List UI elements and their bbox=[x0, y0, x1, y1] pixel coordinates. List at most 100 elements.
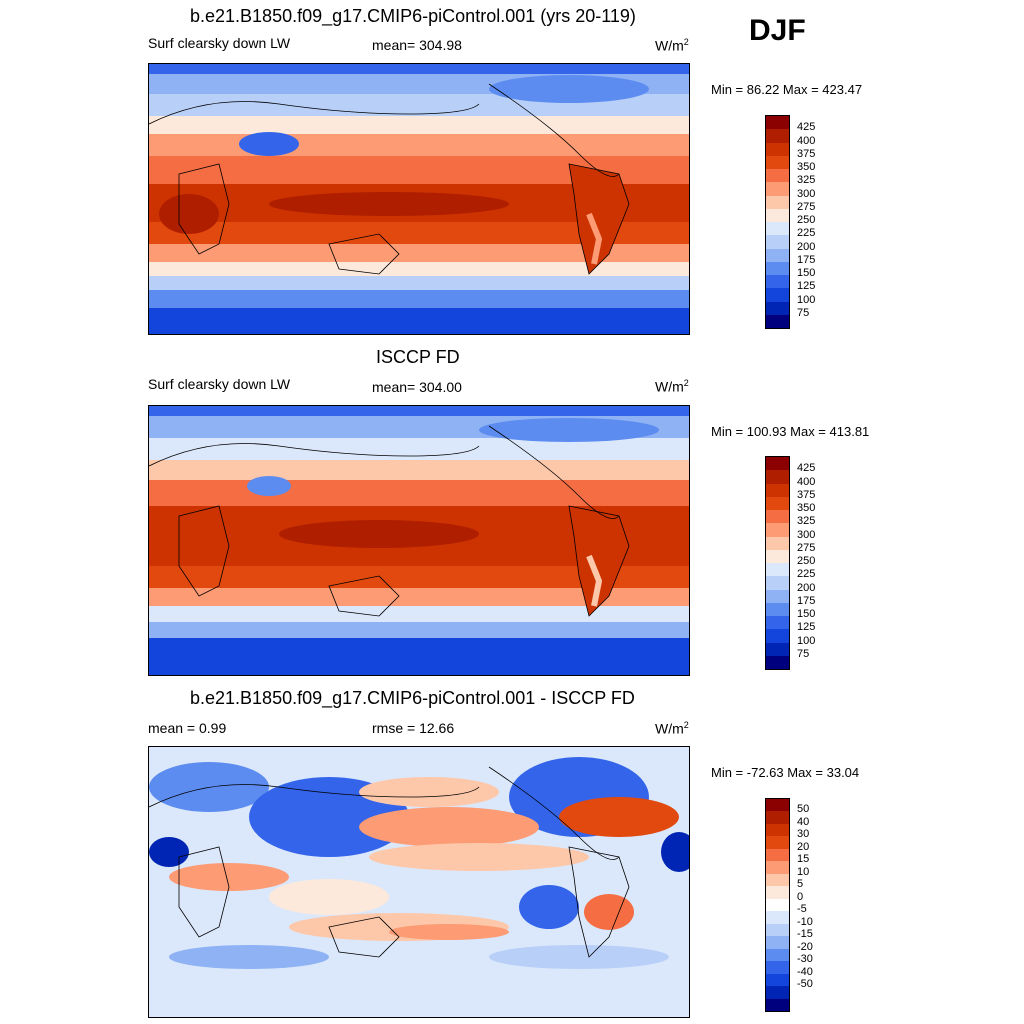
colorbar-tick-label: 20 bbox=[797, 840, 810, 853]
colorbar-segment bbox=[766, 129, 789, 143]
colorbar-tick-label: -5 bbox=[797, 903, 807, 916]
colorbar-segment bbox=[766, 549, 789, 563]
colorbar-segment bbox=[766, 301, 789, 315]
colorbar-tick-label: 375 bbox=[797, 147, 816, 160]
panel1-title: b.e21.B1850.f09_g17.CMIP6-piControl.001 … bbox=[190, 6, 636, 26]
colorbar-segment bbox=[766, 261, 789, 275]
colorbar-segment bbox=[766, 496, 789, 510]
colorbar-segment bbox=[766, 986, 789, 999]
colorbar-tick-label: 75 bbox=[797, 306, 810, 319]
colorbar-segment bbox=[766, 288, 789, 302]
colorbar-segment bbox=[766, 848, 789, 862]
panel3-mean: mean = 0.99 bbox=[148, 720, 227, 736]
panel3-units: W/m2 bbox=[655, 720, 689, 737]
colorbar-segment bbox=[766, 483, 789, 497]
panel3-map bbox=[148, 746, 690, 1018]
panel1-variable: Surf clearsky down LW bbox=[148, 35, 291, 51]
panel3-title: b.e21.B1850.f09_g17.CMIP6-piControl.001 … bbox=[190, 688, 635, 708]
colorbar-tick-label: 125 bbox=[797, 280, 816, 293]
colorbar-segment bbox=[766, 275, 789, 289]
colorbar-tick-label: 15 bbox=[797, 853, 810, 866]
colorbar-tick-label: 225 bbox=[797, 568, 816, 581]
colorbar-tick-label: 200 bbox=[797, 581, 816, 594]
colorbar-tick-label: 275 bbox=[797, 200, 816, 213]
colorbar-segment bbox=[766, 169, 789, 183]
colorbar-tick-label: 300 bbox=[797, 528, 816, 541]
colorbar-segment bbox=[766, 873, 789, 887]
colorbar-tick-label: 40 bbox=[797, 815, 810, 828]
panel2-mean: mean= 304.00 bbox=[372, 379, 462, 395]
colorbar-tick-label: 0 bbox=[797, 890, 804, 903]
colorbar-segment bbox=[766, 116, 789, 130]
colorbar-segment bbox=[766, 948, 789, 962]
colorbar-tick-label: 75 bbox=[797, 647, 810, 660]
colorbar-tick-label: 175 bbox=[797, 594, 816, 607]
colorbar-segment bbox=[766, 973, 789, 987]
panel1-colorbar bbox=[765, 115, 790, 329]
colorbar-segment bbox=[766, 563, 789, 577]
colorbar-segment bbox=[766, 861, 789, 874]
colorbar-tick-label: -15 bbox=[797, 928, 813, 941]
colorbar-segment bbox=[766, 523, 789, 537]
colorbar-tick-label: -50 bbox=[797, 978, 813, 991]
colorbar-segment bbox=[766, 936, 789, 949]
panel1-mean: mean= 304.98 bbox=[372, 37, 462, 53]
colorbar-tick-label: 100 bbox=[797, 634, 816, 647]
colorbar-segment bbox=[766, 998, 789, 1011]
panel1-units: W/m2 bbox=[655, 37, 689, 54]
colorbar-tick-label: 425 bbox=[797, 121, 816, 134]
colorbar-segment bbox=[766, 629, 789, 643]
colorbar-tick-label: 175 bbox=[797, 253, 816, 266]
colorbar-segment bbox=[766, 655, 789, 669]
colorbar-tick-label: 30 bbox=[797, 828, 810, 841]
colorbar-segment bbox=[766, 886, 789, 899]
colorbar-segment bbox=[766, 923, 789, 937]
panel3-rmse: rmse = 12.66 bbox=[372, 720, 455, 736]
colorbar-tick-label: -10 bbox=[797, 915, 813, 928]
colorbar-segment bbox=[766, 457, 789, 471]
colorbar-segment bbox=[766, 836, 789, 849]
colorbar-segment bbox=[766, 536, 789, 550]
panel2-colorbar-segments bbox=[766, 457, 789, 669]
colorbar-tick-label: 400 bbox=[797, 134, 816, 147]
colorbar-segment bbox=[766, 576, 789, 590]
colorbar-segment bbox=[766, 589, 789, 603]
colorbar-tick-label: 250 bbox=[797, 214, 816, 226]
colorbar-segment bbox=[766, 799, 789, 812]
colorbar-tick-label: 5 bbox=[797, 878, 804, 891]
panel2-minmax: Min = 100.93 Max = 413.81 bbox=[711, 424, 870, 439]
colorbar-tick-label: 325 bbox=[797, 174, 816, 187]
colorbar-segment bbox=[766, 222, 789, 236]
panel3-minmax: Min = -72.63 Max = 33.04 bbox=[711, 765, 860, 780]
colorbar-segment bbox=[766, 911, 789, 924]
colorbar-segment bbox=[766, 823, 789, 837]
colorbar-segment bbox=[766, 235, 789, 249]
colorbar-tick-label: 325 bbox=[797, 515, 816, 528]
panel2-title: ISCCP FD bbox=[376, 347, 460, 367]
panel2-units: W/m2 bbox=[655, 378, 689, 395]
colorbar-segment bbox=[766, 155, 789, 169]
colorbar-segment bbox=[766, 182, 789, 196]
colorbar-tick-label: 150 bbox=[797, 267, 816, 279]
colorbar-segment bbox=[766, 961, 789, 974]
colorbar-segment bbox=[766, 811, 789, 824]
colorbar-tick-label: 50 bbox=[797, 803, 810, 816]
colorbar-tick-label: 250 bbox=[797, 555, 816, 567]
colorbar-tick-label: 425 bbox=[797, 462, 816, 475]
colorbar-segment bbox=[766, 898, 789, 912]
colorbar-tick-label: 150 bbox=[797, 608, 816, 620]
panel1-map bbox=[148, 63, 690, 335]
colorbar-tick-label: 400 bbox=[797, 475, 816, 488]
colorbar-segment bbox=[766, 195, 789, 209]
colorbar-tick-label: 375 bbox=[797, 488, 816, 501]
colorbar-segment bbox=[766, 470, 789, 484]
colorbar-tick-label: -30 bbox=[797, 953, 813, 966]
colorbar-tick-label: 10 bbox=[797, 865, 810, 878]
panel2-map bbox=[148, 405, 690, 676]
panel2-colorbar bbox=[765, 456, 790, 670]
colorbar-segment bbox=[766, 602, 789, 616]
panel2-variable: Surf clearsky down LW bbox=[148, 376, 291, 392]
colorbar-segment bbox=[766, 248, 789, 262]
colorbar-tick-label: 200 bbox=[797, 240, 816, 253]
panel1-minmax: Min = 86.22 Max = 423.47 bbox=[711, 82, 863, 97]
